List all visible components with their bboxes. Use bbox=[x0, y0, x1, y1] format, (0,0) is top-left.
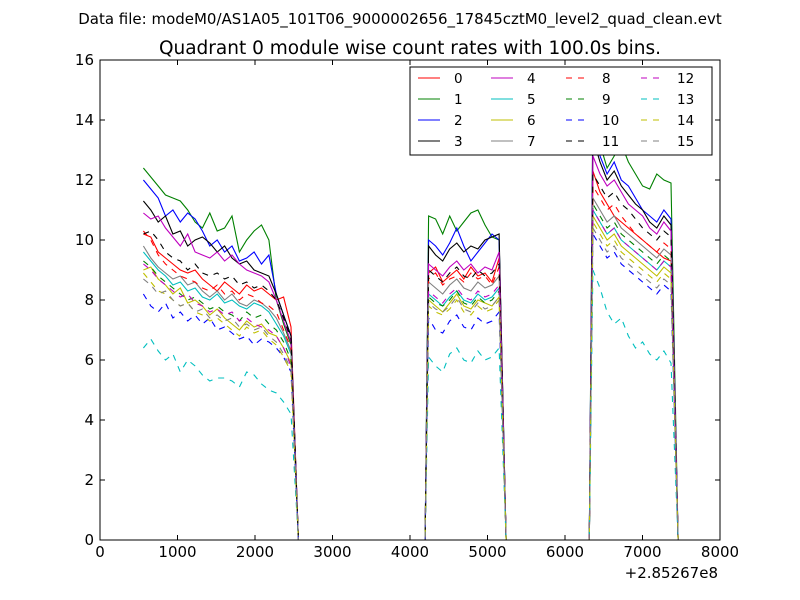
series-line-14 bbox=[142, 220, 679, 541]
y-tick-label: 10 bbox=[75, 231, 94, 249]
legend-label-2: 2 bbox=[454, 113, 463, 129]
data-lines bbox=[142, 101, 679, 541]
data-file-suptitle: Data file: modeM0/AS1A05_101T06_90000026… bbox=[78, 10, 722, 29]
legend-label-15: 15 bbox=[677, 134, 694, 150]
y-tick-label: 16 bbox=[75, 51, 94, 69]
series-line-12 bbox=[143, 208, 679, 541]
y-tick-label: 0 bbox=[84, 531, 94, 549]
x-tick-label: 2000 bbox=[236, 543, 274, 561]
x-tick-label: 3000 bbox=[313, 543, 351, 561]
series-line-9 bbox=[143, 202, 679, 541]
x-tick-label: 4000 bbox=[391, 543, 429, 561]
chart-title: Quadrant 0 module wise count rates with … bbox=[159, 38, 661, 59]
legend-label-5: 5 bbox=[527, 92, 536, 108]
x-tick-label: 7000 bbox=[623, 543, 661, 561]
x-tick-label: 8000 bbox=[701, 543, 739, 561]
axis-ticks: 0 1000 2000 3000 4000 5000 6000 7000 80000246810… bbox=[75, 51, 739, 561]
legend-label-6: 6 bbox=[527, 113, 536, 129]
series-line-8 bbox=[142, 184, 679, 541]
series-line-2 bbox=[142, 119, 679, 541]
legend-label-14: 14 bbox=[677, 113, 694, 129]
series-line-7 bbox=[142, 196, 679, 541]
series-line-5 bbox=[142, 208, 679, 541]
series-line-13 bbox=[142, 269, 679, 541]
legend-label-7: 7 bbox=[527, 134, 536, 150]
series-line-0 bbox=[143, 170, 679, 541]
legend-label-0: 0 bbox=[454, 71, 463, 87]
legend-label-8: 8 bbox=[602, 71, 611, 87]
series-line-10 bbox=[142, 232, 679, 541]
legend-label-12: 12 bbox=[677, 71, 694, 87]
x-tick-label: 6000 bbox=[546, 543, 584, 561]
y-tick-label: 6 bbox=[84, 351, 94, 369]
legend-label-11: 11 bbox=[602, 134, 619, 150]
series-line-15 bbox=[143, 226, 679, 541]
legend-label-13: 13 bbox=[677, 92, 694, 108]
legend-frame bbox=[409, 66, 713, 156]
x-tick-label: 5000 bbox=[468, 543, 506, 561]
legend-label-9: 9 bbox=[602, 92, 611, 108]
legend-label-10: 10 bbox=[602, 113, 619, 129]
y-tick-label: 4 bbox=[84, 411, 94, 429]
x-tick-label: 1000 bbox=[158, 543, 196, 561]
y-tick-label: 2 bbox=[84, 471, 94, 489]
series-line-3 bbox=[142, 137, 679, 541]
plot-area: 0 1000 2000 3000 4000 5000 6000 7000 80000246810… bbox=[75, 51, 739, 582]
legend-label-1: 1 bbox=[454, 92, 463, 108]
legend-label-3: 3 bbox=[454, 134, 463, 150]
y-tick-label: 14 bbox=[75, 111, 94, 129]
y-tick-label: 8 bbox=[84, 291, 94, 309]
x-offset-label: +2.85267e8 bbox=[625, 564, 718, 582]
legend-label-4: 4 bbox=[527, 71, 536, 87]
y-tick-label: 12 bbox=[75, 171, 94, 189]
series-line-4 bbox=[143, 155, 679, 541]
x-tick-label: 0 bbox=[95, 543, 105, 561]
